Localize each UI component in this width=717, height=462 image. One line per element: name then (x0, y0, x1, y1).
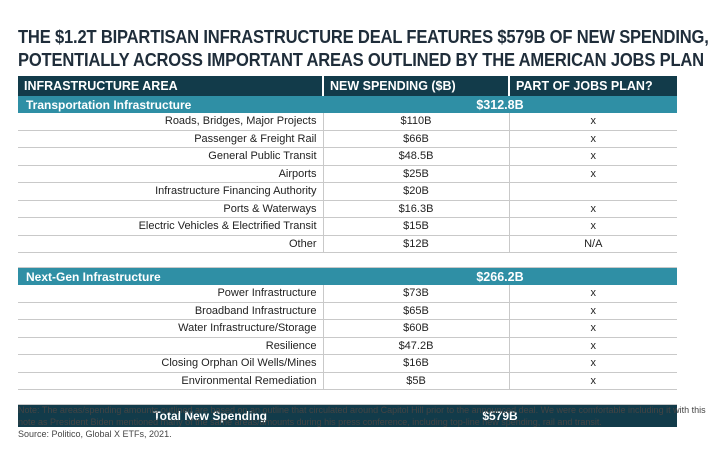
row-jobs-plan: x (508, 302, 677, 320)
row-area: Airports (18, 165, 323, 183)
row-area: Passenger & Freight Rail (18, 130, 323, 148)
table-row: Broadband Infrastructure $65B x (18, 302, 677, 320)
row-area: Roads, Bridges, Major Projects (18, 113, 323, 131)
row-area: Electric Vehicles & Electrified Transit (18, 217, 323, 236)
note-text: Note: The areas/spending amounts outline… (18, 405, 706, 427)
table-row: Other $12B N/A (18, 235, 677, 253)
table-row: Power Infrastructure $73B x (18, 285, 677, 303)
row-jobs-plan (508, 182, 677, 201)
title-line-2: POTENTIALLY ACROSS IMPORTANT AREAS OUTLI… (18, 50, 704, 70)
row-jobs-plan: x (508, 217, 677, 236)
row-jobs-plan: x (508, 372, 677, 390)
row-amount: $25B (322, 165, 509, 183)
row-area: Other (18, 235, 323, 253)
table-row: Closing Orphan Oil Wells/Mines $16B x (18, 354, 677, 373)
row-area: Broadband Infrastructure (18, 302, 323, 320)
table-row: Infrastructure Financing Authority $20B (18, 182, 677, 201)
row-amount: $110B (322, 113, 509, 131)
table-row: Airports $25B x (18, 165, 677, 183)
table-row: Passenger & Freight Rail $66B x (18, 130, 677, 148)
section-row-next-gen: Next-Gen Infrastructure $266.2B (18, 267, 677, 285)
row-amount: $20B (322, 182, 509, 201)
source-text: Source: Politico, Global X ETFs, 2021. (18, 429, 172, 439)
row-jobs-plan: x (508, 319, 677, 338)
total-row: Total New Spending $579B (18, 404, 677, 427)
footnote: Note: The areas/spending amounts outline… (18, 404, 708, 440)
section-row-transportation: Transportation Infrastructure $312.8B (18, 96, 677, 113)
header-jobs-plan: PART OF JOBS PLAN? (509, 76, 677, 96)
row-jobs-plan: x (508, 285, 677, 303)
row-amount: $12B (322, 235, 509, 253)
row-amount: $66B (322, 130, 509, 148)
row-jobs-plan: x (508, 130, 677, 148)
row-area: Resilience (18, 337, 323, 355)
row-amount: $60B (322, 319, 509, 338)
row-amount: $65B (322, 302, 509, 320)
table-row: Resilience $47.2B x (18, 337, 677, 355)
section-spacer (18, 252, 677, 268)
section-spacer (18, 389, 677, 405)
section-subtotal: $266.2B (323, 267, 677, 285)
section-name: Next-Gen Infrastructure (18, 267, 323, 285)
row-area: Ports & Waterways (18, 200, 323, 218)
table-row: Environmental Remediation $5B x (18, 372, 677, 390)
table-row: Electric Vehicles & Electrified Transit … (18, 217, 677, 236)
row-amount: $5B (322, 372, 509, 390)
section-subtotal: $312.8B (323, 96, 677, 113)
header-spending: NEW SPENDING ($B) (323, 76, 510, 96)
section-name: Transportation Infrastructure (18, 96, 323, 113)
row-amount: $47.2B (322, 337, 509, 355)
row-jobs-plan: N/A (508, 235, 677, 253)
page-title: THE $1.2T BIPARTISAN INFRASTRUCTURE DEAL… (18, 26, 709, 72)
row-area: Power Infrastructure (18, 285, 323, 303)
row-amount: $48.5B (322, 147, 509, 166)
total-label: Total New Spending (18, 404, 323, 427)
row-jobs-plan: x (508, 354, 677, 373)
total-amount: $579B (323, 404, 677, 427)
table-row: General Public Transit $48.5B x (18, 147, 677, 166)
row-jobs-plan: x (508, 200, 677, 218)
row-jobs-plan: x (508, 165, 677, 183)
row-area: Water Infrastructure/Storage (18, 319, 323, 338)
infrastructure-table: INFRASTRUCTURE AREA NEW SPENDING ($B) PA… (18, 76, 677, 427)
header-area: INFRASTRUCTURE AREA (18, 76, 324, 96)
row-amount: $16.3B (322, 200, 509, 218)
row-area: General Public Transit (18, 147, 323, 166)
row-area: Environmental Remediation (18, 372, 323, 390)
row-jobs-plan: x (508, 147, 677, 166)
row-amount: $73B (322, 285, 509, 303)
table-row: Ports & Waterways $16.3B x (18, 200, 677, 218)
row-jobs-plan: x (508, 113, 677, 131)
row-amount: $16B (322, 354, 509, 373)
table-row: Roads, Bridges, Major Projects $110B x (18, 113, 677, 131)
row-jobs-plan: x (508, 337, 677, 355)
title-line-1: THE $1.2T BIPARTISAN INFRASTRUCTURE DEAL… (18, 27, 709, 47)
header-row: INFRASTRUCTURE AREA NEW SPENDING ($B) PA… (18, 76, 677, 96)
row-area: Closing Orphan Oil Wells/Mines (18, 354, 323, 373)
row-area: Infrastructure Financing Authority (18, 182, 323, 201)
row-amount: $15B (322, 217, 509, 236)
table-row: Water Infrastructure/Storage $60B x (18, 319, 677, 338)
